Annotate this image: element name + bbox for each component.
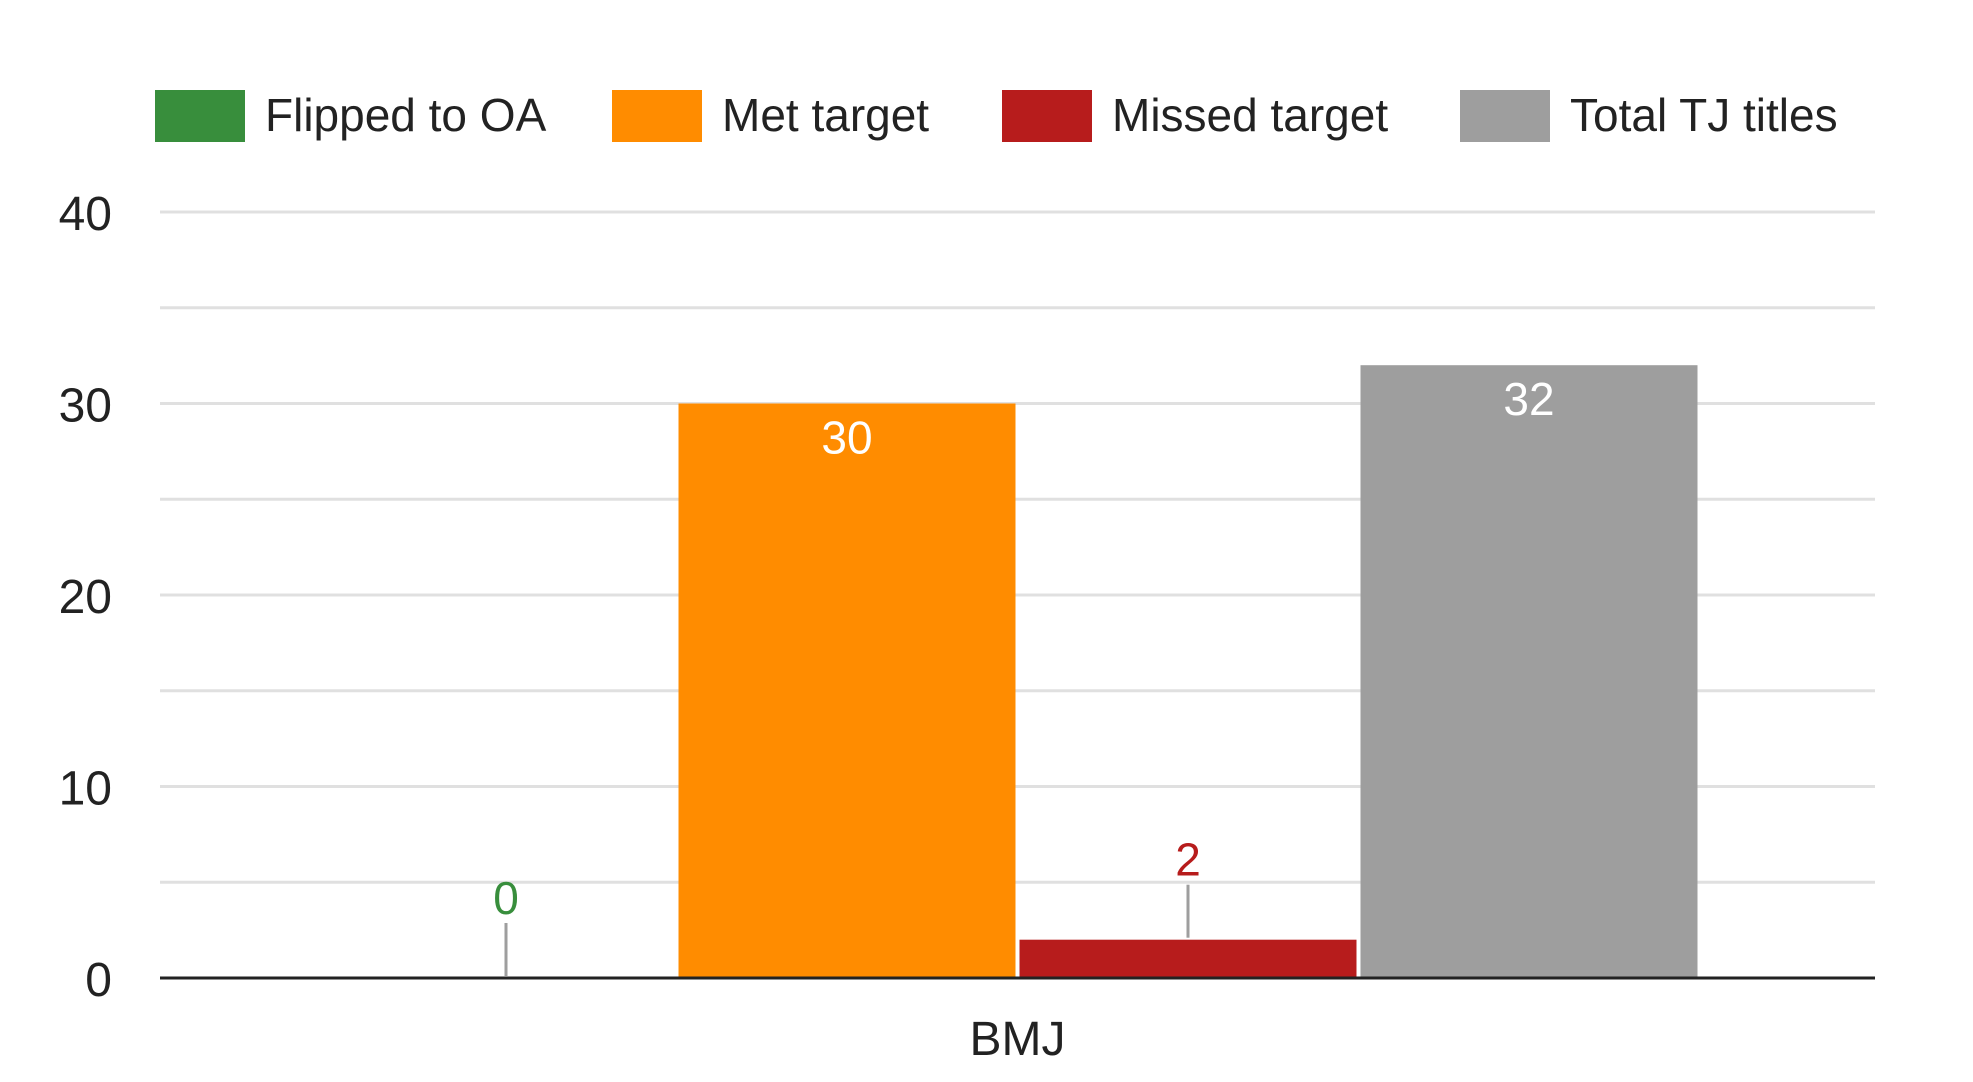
- bar[interactable]: [678, 403, 1016, 979]
- gridlines: [160, 210, 1875, 884]
- data-label: 0: [493, 872, 519, 924]
- legend-item[interactable]: Met target: [612, 89, 929, 142]
- data-labels: 0 30 2 32: [493, 373, 1555, 976]
- y-tick-label: 30: [59, 380, 112, 433]
- data-label: 30: [821, 412, 872, 464]
- y-tick-label: 0: [85, 954, 112, 1007]
- bar[interactable]: [1019, 939, 1357, 978]
- legend-swatch: [1002, 90, 1092, 142]
- legend-label: Total TJ titles: [1570, 89, 1838, 141]
- data-label: 2: [1175, 834, 1201, 886]
- data-label: 32: [1503, 373, 1554, 425]
- legend-label: Met target: [722, 89, 929, 141]
- legend-swatch: [1460, 90, 1550, 142]
- legend: Flipped to OA Met target Missed target Tota…: [155, 89, 1838, 142]
- legend-item[interactable]: Missed target: [1002, 89, 1388, 142]
- y-tick-label: 40: [59, 188, 112, 241]
- legend-item[interactable]: Flipped to OA: [155, 89, 547, 142]
- legend-label: Missed target: [1112, 89, 1388, 141]
- legend-item[interactable]: Total TJ titles: [1460, 89, 1838, 142]
- legend-label: Flipped to OA: [265, 89, 547, 141]
- x-category-label: BMJ: [970, 1013, 1066, 1066]
- y-tick-label: 10: [59, 763, 112, 816]
- bars: [678, 365, 1698, 979]
- y-tick-label: 20: [59, 571, 112, 624]
- y-axis: 0 10 20 30 40: [59, 188, 112, 1007]
- x-axis: BMJ: [160, 976, 1875, 1066]
- legend-swatch: [612, 90, 702, 142]
- legend-swatch: [155, 90, 245, 142]
- bar[interactable]: [1360, 365, 1698, 978]
